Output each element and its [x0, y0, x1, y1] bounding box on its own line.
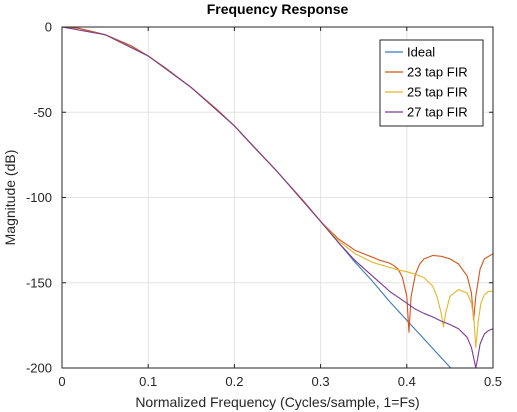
series-line-4 [62, 27, 493, 368]
y-tick-label: -100 [26, 190, 52, 205]
x-tick-label: 0 [58, 374, 65, 389]
x-tick-label: 0.4 [398, 374, 416, 389]
y-axis-label: Magnitude (dB) [2, 150, 18, 246]
y-tick-label: -200 [26, 361, 52, 376]
x-axis-label: Normalized Frequency (Cycles/sample, 1=F… [135, 394, 419, 410]
x-tick-label: 0.5 [484, 374, 502, 389]
x-tick-label: 0.2 [225, 374, 243, 389]
legend-entry-label: 25 tap FIR [407, 85, 468, 100]
legend-entry-label: Ideal [407, 45, 435, 60]
legend-entry-label: 23 tap FIR [407, 65, 468, 80]
series-layer [62, 27, 493, 368]
x-tick-label: 0.1 [139, 374, 157, 389]
chart-title: Frequency Response [207, 1, 349, 17]
x-tick-labels: 0 0.1 0.2 0.3 0.4 0.5 [58, 374, 502, 389]
legend-entry-label: 27 tap FIR [407, 105, 468, 120]
y-tick-label: -50 [33, 105, 52, 120]
y-tick-label: -150 [26, 275, 52, 290]
y-tick-labels: 0 -50 -100 -150 -200 [26, 20, 52, 376]
x-tick-label: 0.3 [312, 374, 330, 389]
legend: Ideal 23 tap FIR 25 tap FIR 27 tap FIR [379, 39, 484, 127]
y-tick-label: 0 [45, 20, 52, 35]
axis-ticks [61, 26, 494, 369]
